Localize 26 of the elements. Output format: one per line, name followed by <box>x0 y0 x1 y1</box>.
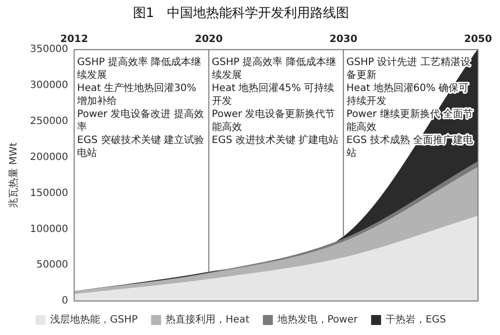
y-tick-label: 100000 <box>30 224 68 235</box>
legend-label: 干热岩，EGS <box>386 314 446 326</box>
legend-label: 地热发电，Power <box>276 314 358 326</box>
legend-label: 热直接利用，Heat <box>166 314 250 326</box>
y-tick-label: 250000 <box>30 116 68 128</box>
y-axis-title: 兆瓦热量 MWt <box>8 142 20 208</box>
annotation: EGS 突破技术关键 建立试验电站 <box>77 134 204 160</box>
annotation: GSHP 提高效率 降低成本继续发展 <box>77 56 202 82</box>
y-tick-label: 300000 <box>30 80 68 92</box>
annotation: Power 发电设备更新换代节能高效 <box>212 108 336 134</box>
y-tick-label: 150000 <box>30 188 68 199</box>
annotation: Heat 地热回灌45% 可持续开发 <box>212 82 334 108</box>
x-tick-label: 2012 <box>60 34 88 46</box>
y-tick-label: 0 <box>62 296 68 307</box>
x-tick-label: 2050 <box>464 34 492 46</box>
annotation: EGS 改进技术关键 扩建电站 <box>212 134 339 146</box>
y-tick-label: 350000 <box>30 44 68 56</box>
x-tick-label: 2030 <box>329 34 358 46</box>
y-tick-label: 50000 <box>36 260 68 271</box>
annotation: Power 发电设备改进 提高效率 <box>77 108 204 134</box>
x-tick-label: 2020 <box>194 34 223 46</box>
annotation: GSHP 提高效率 降低成本继续发展 <box>212 56 336 82</box>
annotation: Heat 生产性地热回灌30%增加补给 <box>76 82 196 108</box>
chart-title: 图1 中国地热能科学开发利用路线图 <box>132 6 350 22</box>
legend-label: 浅层地热能，GSHP <box>50 314 138 326</box>
y-tick-label: 200000 <box>30 152 68 163</box>
